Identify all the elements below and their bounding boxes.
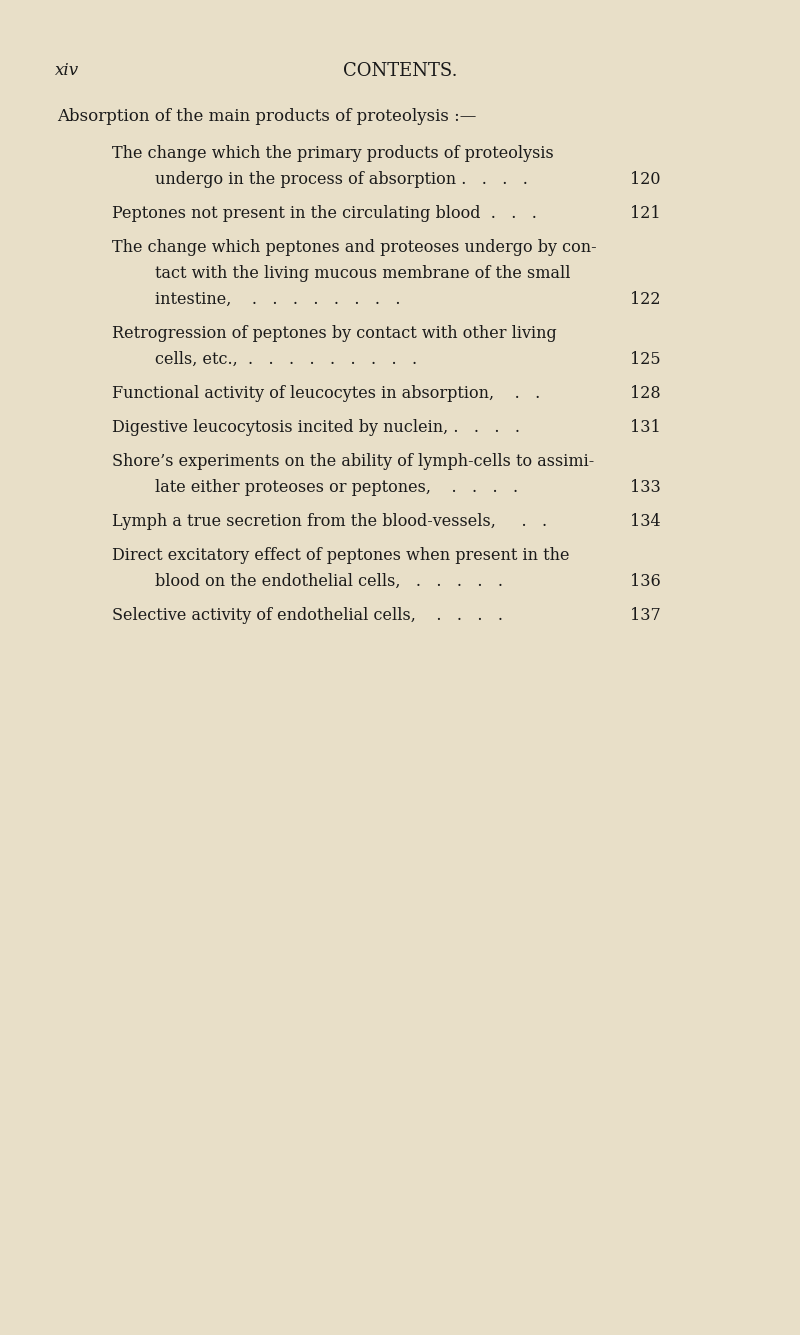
Text: Selective activity of endothelial cells,    .   .   .   .: Selective activity of endothelial cells,… [112,607,503,623]
Text: 133: 133 [630,479,661,497]
Text: Lymph a true secretion from the blood-vessels,     .   .: Lymph a true secretion from the blood-ve… [112,513,547,530]
Text: blood on the endothelial cells,   .   .   .   .   .: blood on the endothelial cells, . . . . … [155,573,503,590]
Text: Digestive leucocytosis incited by nuclein, .   .   .   .: Digestive leucocytosis incited by nuclei… [112,419,520,437]
Text: The change which the primary products of proteolysis: The change which the primary products of… [112,146,554,162]
Text: Absorption of the main products of proteolysis :—: Absorption of the main products of prote… [57,108,476,125]
Text: 121: 121 [630,206,661,222]
Text: Peptones not present in the circulating blood  .   .   .: Peptones not present in the circulating … [112,206,537,222]
Text: 125: 125 [630,351,661,368]
Text: 131: 131 [630,419,661,437]
Text: 122: 122 [630,291,661,308]
Text: xiv: xiv [55,61,79,79]
Text: undergo in the process of absorption .   .   .   .: undergo in the process of absorption . .… [155,171,528,188]
Text: late either proteoses or peptones,    .   .   .   .: late either proteoses or peptones, . . .… [155,479,518,497]
Text: Direct excitatory effect of peptones when present in the: Direct excitatory effect of peptones whe… [112,547,570,563]
Text: The change which peptones and proteoses undergo by con-: The change which peptones and proteoses … [112,239,597,256]
Text: CONTENTS.: CONTENTS. [342,61,458,80]
Text: Functional activity of leucocytes in absorption,    .   .: Functional activity of leucocytes in abs… [112,384,540,402]
Text: tact with the living mucous membrane of the small: tact with the living mucous membrane of … [155,266,570,282]
Text: Retrogression of peptones by contact with other living: Retrogression of peptones by contact wit… [112,324,557,342]
Text: 134: 134 [630,513,661,530]
Text: Shore’s experiments on the ability of lymph-cells to assimi-: Shore’s experiments on the ability of ly… [112,453,594,470]
Text: 136: 136 [630,573,661,590]
Text: intestine,    .   .   .   .   .   .   .   .: intestine, . . . . . . . . [155,291,401,308]
Text: 120: 120 [630,171,661,188]
Text: cells, etc.,  .   .   .   .   .   .   .   .   .: cells, etc., . . . . . . . . . [155,351,417,368]
Text: 137: 137 [630,607,661,623]
Text: 128: 128 [630,384,661,402]
